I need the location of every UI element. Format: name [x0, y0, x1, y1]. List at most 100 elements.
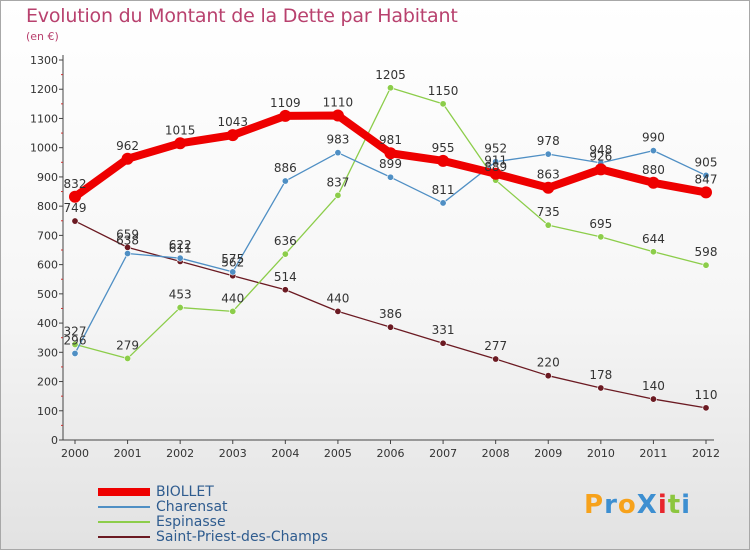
- data-point-charensat: [492, 158, 500, 166]
- y-tick-label: 900: [37, 171, 58, 184]
- y-tick-label: 300: [37, 346, 58, 359]
- y-tick-label: 400: [37, 317, 58, 330]
- data-point-espinasse: [702, 261, 710, 269]
- data-point-espinasse: [281, 250, 289, 258]
- data-label-espinasse: 695: [589, 217, 612, 231]
- data-point-saint-priest-des-champs: [439, 339, 447, 347]
- data-point-charensat: [544, 150, 552, 158]
- data-point-espinasse: [176, 304, 184, 312]
- data-label-biollet: 880: [642, 163, 665, 177]
- data-label-saint-priest-des-champs: 611: [169, 241, 192, 255]
- data-point-espinasse: [649, 248, 657, 256]
- data-label-espinasse: 1205: [375, 68, 406, 82]
- logo-letter: o: [617, 490, 637, 520]
- y-tick-label: 1300: [30, 54, 58, 67]
- data-point-espinasse: [544, 221, 552, 229]
- data-point-saint-priest-des-champs: [544, 372, 552, 380]
- data-point-biollet: [69, 190, 81, 203]
- data-label-saint-priest-des-champs: 386: [379, 307, 402, 321]
- data-label-charensat: 990: [642, 131, 665, 145]
- data-point-espinasse: [229, 307, 237, 315]
- data-point-espinasse: [71, 340, 79, 348]
- x-tick-label: 2007: [429, 447, 457, 460]
- data-label-espinasse: 598: [695, 245, 718, 259]
- data-label-biollet: 1109: [270, 96, 301, 110]
- data-point-saint-priest-des-champs: [649, 395, 657, 403]
- data-label-charensat: 575: [221, 252, 244, 266]
- proxiti-logo: ProXiti: [584, 490, 691, 520]
- data-label-charensat: 983: [326, 133, 349, 147]
- data-point-espinasse: [386, 84, 394, 92]
- data-label-saint-priest-des-champs: 277: [484, 339, 507, 353]
- data-point-charensat: [386, 173, 394, 181]
- data-label-biollet: 911: [484, 154, 507, 168]
- x-tick-label: 2002: [166, 447, 194, 460]
- data-label-espinasse: 644: [642, 232, 665, 246]
- y-tick-label: 200: [37, 376, 58, 389]
- data-label-saint-priest-des-champs: 140: [642, 379, 665, 393]
- legend-swatch: [98, 521, 150, 523]
- y-tick-label: 1100: [30, 112, 58, 125]
- data-point-biollet: [542, 181, 555, 194]
- data-point-saint-priest-des-champs: [702, 404, 710, 412]
- data-label-charensat: 296: [64, 333, 87, 347]
- logo-letter: X: [636, 490, 658, 520]
- data-point-espinasse: [439, 100, 447, 108]
- data-label-biollet: 981: [379, 133, 402, 147]
- data-label-saint-priest-des-champs: 110: [695, 388, 718, 402]
- data-label-biollet: 1015: [165, 123, 196, 137]
- legend-label: Charensat: [156, 499, 228, 515]
- data-label-espinasse: 735: [537, 205, 560, 219]
- data-point-biollet: [226, 129, 239, 142]
- data-label-charensat: 948: [589, 143, 612, 157]
- data-label-saint-priest-des-champs: 178: [589, 368, 612, 382]
- chart-subtitle: (en €): [26, 30, 59, 43]
- y-tick-label: 1000: [30, 142, 58, 155]
- data-label-charensat: 886: [274, 161, 297, 175]
- data-label-espinasse: 327: [64, 324, 87, 338]
- data-label-espinasse: 440: [221, 291, 244, 305]
- y-tick-label: 500: [37, 288, 58, 301]
- data-point-charensat: [649, 147, 657, 155]
- data-point-charensat: [334, 149, 342, 157]
- chart-title: Evolution du Montant de la Dette par Hab…: [26, 5, 458, 27]
- data-label-charensat: 978: [537, 134, 560, 148]
- data-point-saint-priest-des-champs: [492, 355, 500, 363]
- y-tick-label: 1200: [30, 83, 58, 96]
- data-point-charensat: [439, 199, 447, 207]
- legend-label: Saint-Priest-des-Champs: [156, 529, 328, 545]
- data-point-espinasse: [124, 354, 132, 362]
- data-point-saint-priest-des-champs: [281, 286, 289, 294]
- data-point-biollet: [594, 163, 607, 176]
- data-point-saint-priest-des-champs: [597, 384, 605, 392]
- data-point-espinasse: [597, 233, 605, 241]
- data-label-charensat: 905: [695, 155, 718, 169]
- y-tick-label: 100: [37, 405, 58, 418]
- data-point-saint-priest-des-champs: [334, 307, 342, 315]
- y-tick-label: 0: [51, 434, 58, 447]
- data-point-biollet: [647, 176, 660, 189]
- x-tick-label: 2001: [114, 447, 142, 460]
- data-point-saint-priest-des-champs: [386, 323, 394, 331]
- data-point-charensat: [702, 171, 710, 179]
- data-label-charensat: 622: [169, 238, 192, 252]
- data-point-biollet: [331, 109, 344, 122]
- data-point-biollet: [700, 186, 712, 199]
- data-point-charensat: [71, 349, 79, 357]
- data-label-biollet: 962: [116, 139, 139, 153]
- logo-letter: i: [657, 490, 668, 520]
- data-point-biollet: [121, 152, 134, 165]
- data-label-saint-priest-des-champs: 331: [432, 323, 455, 337]
- x-tick-label: 2009: [534, 447, 562, 460]
- data-label-saint-priest-des-champs: 440: [326, 291, 349, 305]
- data-label-biollet: 955: [432, 141, 455, 155]
- data-label-biollet: 832: [64, 177, 87, 191]
- data-label-espinasse: 453: [169, 288, 192, 302]
- data-label-biollet: 926: [589, 149, 612, 163]
- x-tick-label: 2000: [61, 447, 89, 460]
- logo-letter: P: [584, 490, 605, 520]
- data-point-saint-priest-des-champs: [71, 217, 79, 225]
- data-point-biollet: [174, 137, 187, 150]
- data-label-espinasse: 889: [484, 160, 507, 174]
